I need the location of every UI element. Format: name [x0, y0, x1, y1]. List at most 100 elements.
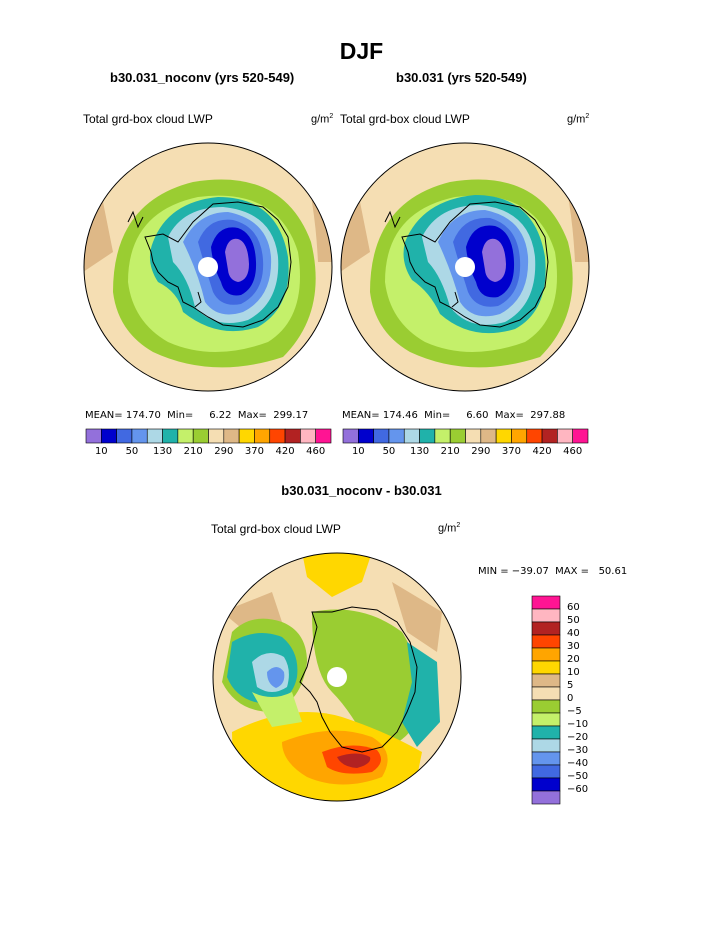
left-colorbar-tick-label: 10: [94, 446, 108, 457]
left-colorbar-tick-label: 50: [125, 446, 139, 457]
right-variable-label: Total grd-box cloud LWP: [340, 112, 470, 126]
difference-colorbar-swatch: [531, 725, 561, 740]
difference-colorbar-tick-label: −60: [567, 784, 589, 795]
difference-colorbar-swatch: [531, 673, 561, 688]
left-colorbar-labels: 10 50 130 210 290 370 420 460: [86, 446, 331, 460]
right-units-label: g/m2: [567, 113, 590, 126]
left-stats: MEAN= 174.70 Min= 6.22 Max= 299.17: [85, 410, 309, 421]
right-colorbar-tick-label: 50: [382, 446, 396, 457]
right-colorbar-tick-label: 210: [440, 446, 460, 457]
right-colorbar-swatch: [480, 428, 497, 444]
right-colorbar-swatch: [388, 428, 405, 444]
left-colorbar-swatch: [177, 428, 194, 444]
difference-polar-map: [212, 552, 462, 802]
right-colorbar: [342, 428, 589, 444]
left-colorbar-swatch: [238, 428, 255, 444]
difference-colorbar-swatch: [531, 764, 561, 779]
difference-colorbar-swatch: [531, 686, 561, 701]
right-colorbar-swatch: [373, 428, 390, 444]
left-variable-label: Total grd-box cloud LWP: [83, 112, 213, 126]
left-colorbar-swatch: [146, 428, 163, 444]
left-colorbar-swatch: [284, 428, 301, 444]
right-colorbar-swatch: [557, 428, 573, 444]
right-colorbar-swatch: [419, 428, 436, 444]
left-colorbar-tick-label: 370: [244, 446, 264, 457]
left-panel-title: b30.031_noconv (yrs 520-549): [110, 70, 295, 85]
left-colorbar-tick-label: 290: [214, 446, 234, 457]
difference-colorbar-tick-label: 10: [567, 667, 580, 678]
left-colorbar-tick-label: 210: [183, 446, 203, 457]
difference-colorbar-swatch: [531, 790, 561, 805]
difference-colorbar-tick-label: 0: [567, 693, 574, 704]
right-colorbar-tick-label: 290: [471, 446, 491, 457]
difference-colorbar-tick-label: 20: [567, 654, 580, 665]
difference-colorbar-swatch: [531, 647, 561, 662]
difference-colorbar-swatch: [531, 660, 561, 675]
right-colorbar-tick-label: 10: [351, 446, 365, 457]
difference-colorbar-swatch: [531, 608, 561, 623]
difference-units-label: g/m2: [438, 522, 461, 535]
left-colorbar: [85, 428, 332, 444]
left-colorbar-swatch: [254, 428, 271, 444]
left-units-label: g/m2: [311, 113, 334, 126]
right-colorbar-labels: 10 50 130 210 290 370 420 460: [343, 446, 588, 460]
left-colorbar-tick-label: 420: [275, 446, 295, 457]
difference-colorbar-labels: 60 50 40 30 20 10 5 0 −5 −10 −20 −30 −40 −50 −60: [567, 596, 607, 804]
difference-colorbar-swatch: [531, 751, 561, 766]
difference-title: b30.031_noconv - b30.031: [281, 483, 442, 498]
difference-colorbar-swatch: [531, 738, 561, 753]
difference-colorbar-swatch: [531, 621, 561, 636]
left-colorbar-swatch: [162, 428, 179, 444]
difference-colorbar-tick-label: 5: [567, 680, 574, 691]
left-polar-map: [83, 142, 333, 392]
right-colorbar-swatch: [526, 428, 543, 444]
left-colorbar-swatch: [269, 428, 286, 444]
difference-colorbar-swatch: [531, 777, 561, 792]
right-stats: MEAN= 174.46 Min= 6.60 Max= 297.88: [342, 410, 566, 421]
left-colorbar-swatch: [101, 428, 117, 444]
right-colorbar-swatch: [449, 428, 466, 444]
right-colorbar-swatch: [465, 428, 482, 444]
difference-colorbar-tick-label: 50: [567, 615, 580, 626]
difference-colorbar-swatch: [531, 634, 561, 649]
difference-colorbar-swatch: [531, 699, 561, 714]
right-colorbar-swatch: [511, 428, 528, 444]
difference-colorbar-tick-label: −20: [567, 732, 589, 743]
right-colorbar-tick-label: 460: [563, 446, 583, 457]
right-colorbar-swatch: [358, 428, 374, 444]
right-colorbar-tick-label: 130: [410, 446, 430, 457]
difference-colorbar-tick-label: 40: [567, 628, 580, 639]
right-colorbar-swatch: [572, 428, 589, 444]
difference-colorbar-tick-label: −30: [567, 745, 589, 756]
left-colorbar-tick-label: 130: [153, 446, 173, 457]
left-colorbar-swatch: [85, 428, 102, 444]
right-colorbar-tick-label: 420: [532, 446, 552, 457]
difference-colorbar-swatch: [531, 595, 561, 610]
right-colorbar-swatch: [403, 428, 420, 444]
season-title: DJF: [339, 38, 384, 64]
difference-colorbar: [531, 595, 561, 805]
difference-colorbar-tick-label: 30: [567, 641, 580, 652]
difference-colorbar-tick-label: 60: [567, 602, 580, 613]
difference-colorbar-tick-label: −50: [567, 771, 589, 782]
difference-colorbar-tick-label: −10: [567, 719, 589, 730]
left-colorbar-swatch: [116, 428, 133, 444]
difference-colorbar-swatch: [531, 712, 561, 727]
difference-colorbar-tick-label: −5: [567, 706, 582, 717]
difference-variable-label: Total grd-box cloud LWP: [211, 522, 341, 536]
left-colorbar-swatch: [223, 428, 240, 444]
right-polar-map: [340, 142, 590, 392]
left-colorbar-swatch: [315, 428, 332, 444]
right-colorbar-tick-label: 370: [501, 446, 521, 457]
difference-stats: MIN = −39.07 MAX = 50.61: [478, 566, 628, 577]
left-colorbar-swatch: [131, 428, 148, 444]
left-colorbar-swatch: [192, 428, 209, 444]
left-colorbar-swatch: [300, 428, 316, 444]
right-colorbar-swatch: [495, 428, 512, 444]
right-colorbar-swatch: [434, 428, 451, 444]
difference-colorbar-tick-label: −40: [567, 758, 589, 769]
right-panel-title: b30.031 (yrs 520-549): [396, 70, 527, 85]
right-colorbar-swatch: [342, 428, 359, 444]
left-colorbar-tick-label: 460: [306, 446, 326, 457]
right-colorbar-swatch: [541, 428, 558, 444]
